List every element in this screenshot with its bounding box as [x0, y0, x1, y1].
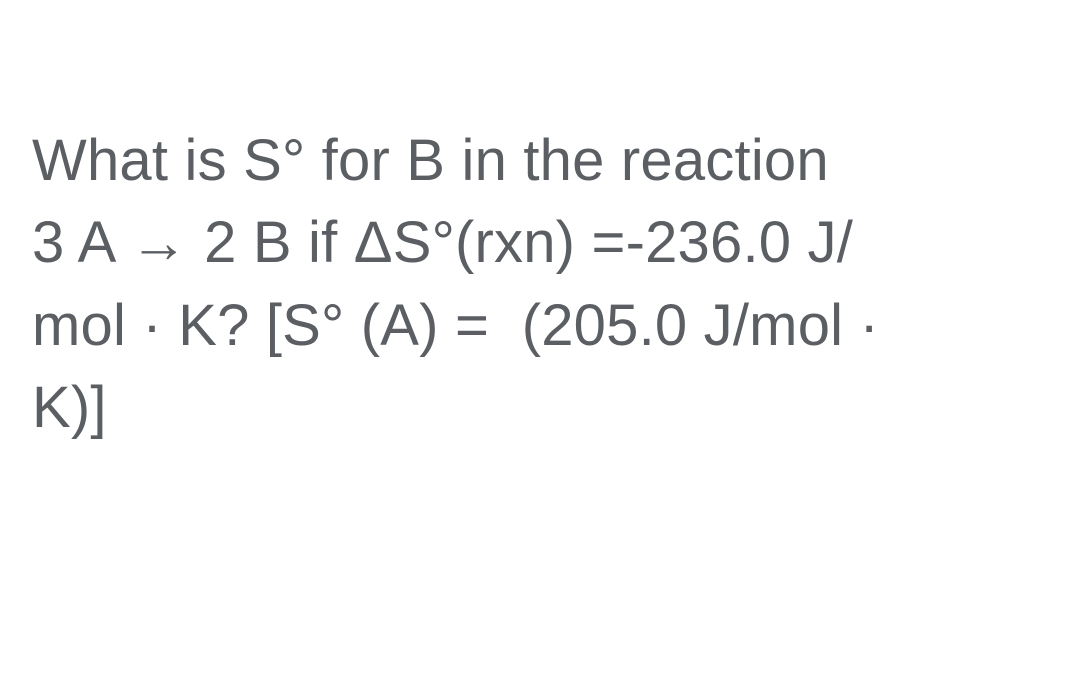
problem-line-4: K)]	[32, 375, 107, 440]
problem-text: What is S° for B in the reaction 3 A → 2…	[0, 0, 1080, 449]
problem-line-1: What is S° for B in the reaction	[32, 128, 829, 193]
problem-line-3: mol · K? [S° (A) = (205.0 J/mol ·	[32, 293, 879, 358]
problem-line-2: 3 A → 2 B if ΔS°(rxn) =-236.0 J/	[32, 210, 853, 275]
